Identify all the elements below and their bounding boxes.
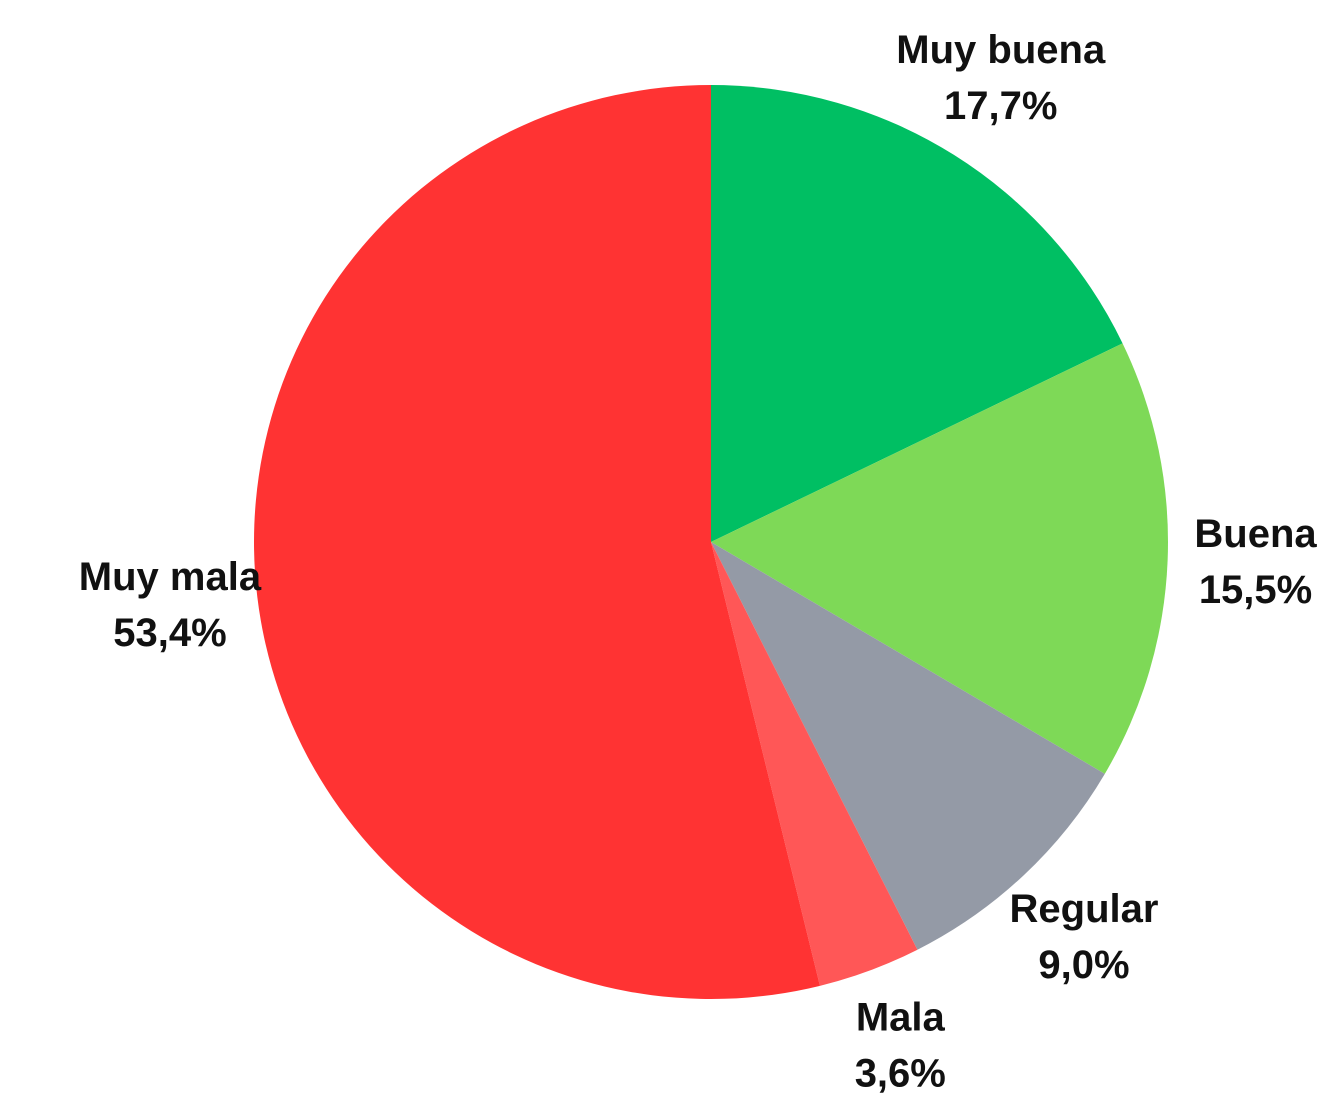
slice-label: Muy buena (896, 28, 1106, 72)
pie-slice (711, 542, 1105, 950)
slice-label: Buena (1194, 512, 1317, 556)
pie-slice (711, 343, 1169, 774)
slice-value-label: 53,4% (113, 611, 226, 655)
slice-value-label: 9,0% (1038, 943, 1129, 987)
pie-slice (254, 85, 820, 999)
pie-slice (711, 85, 1123, 542)
slice-label: Regular (1010, 887, 1159, 931)
slice-value-label: 15,5% (1199, 568, 1312, 612)
slice-label: Muy mala (79, 555, 262, 599)
slice-value-label: 3,6% (855, 1052, 946, 1096)
slice-value-label: 17,7% (944, 84, 1057, 128)
slice-label: Mala (856, 996, 946, 1040)
pie-slice (711, 542, 918, 986)
